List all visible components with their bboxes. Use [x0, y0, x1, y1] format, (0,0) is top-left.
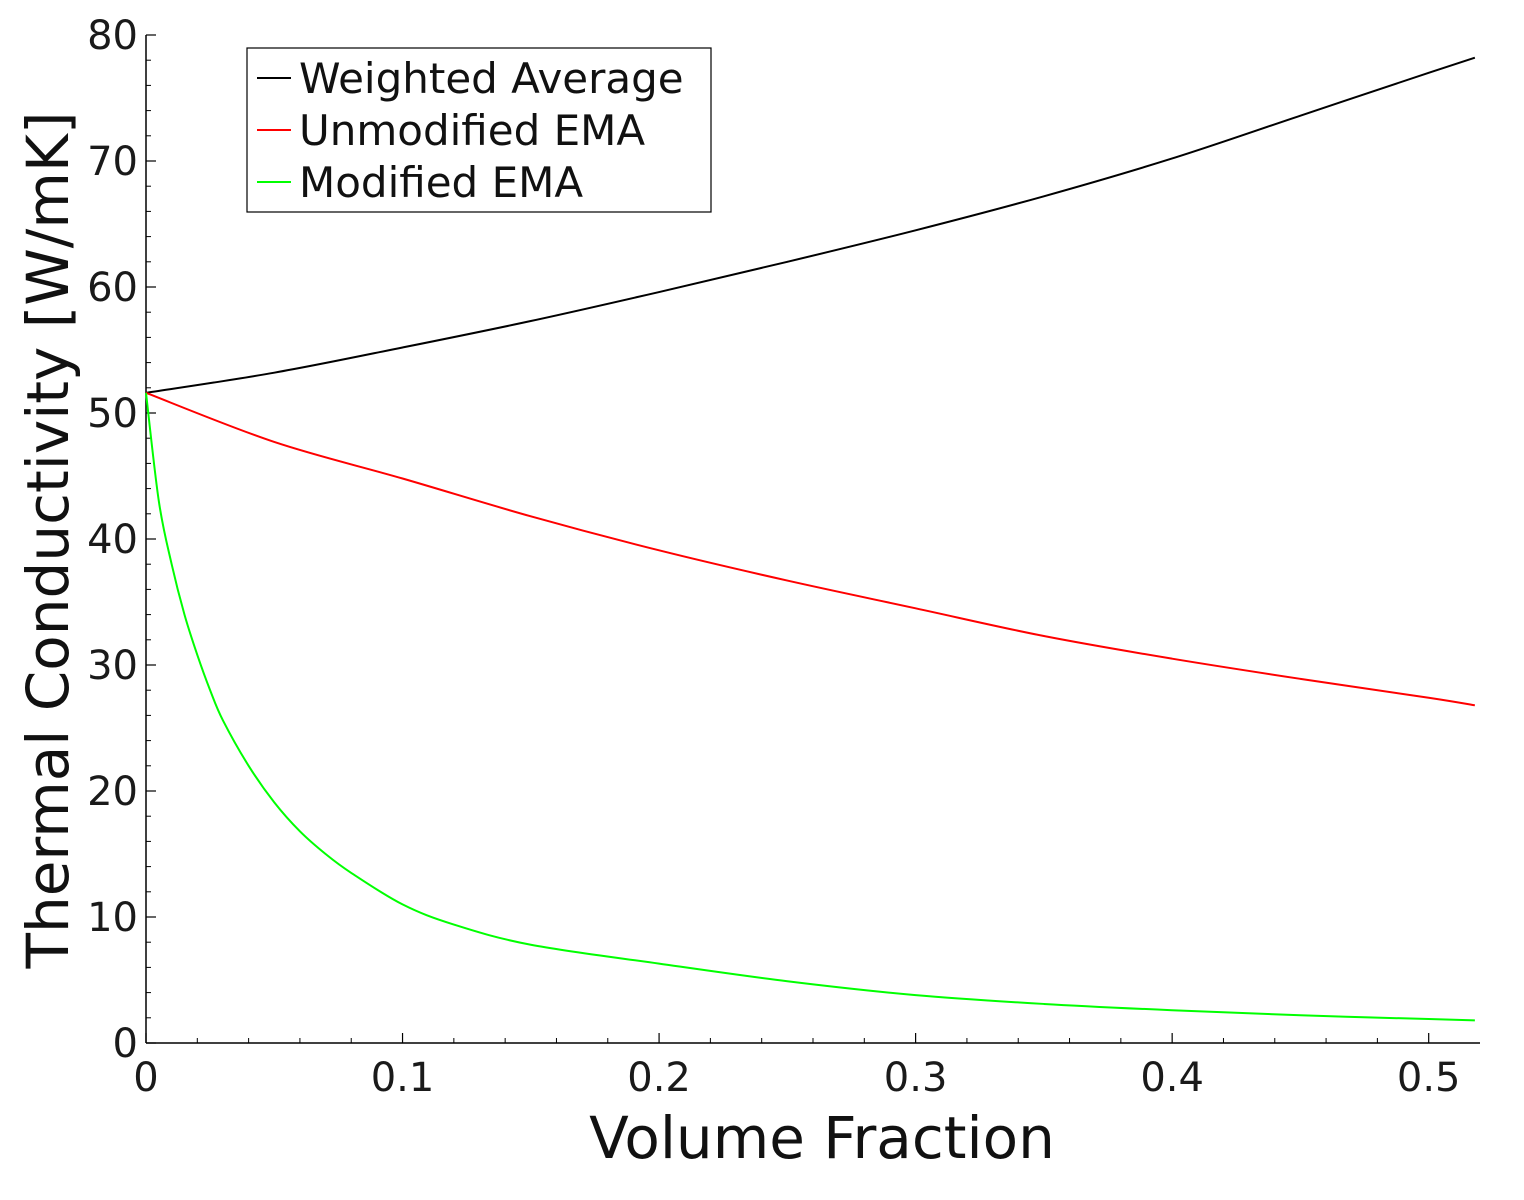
y-tick-label: 70 — [87, 139, 138, 185]
series-line-unmodified-ema — [145, 391, 1476, 707]
x-tick-label: 0.1 — [371, 1055, 435, 1101]
legend-label-modified-ema: Modified EMA — [299, 158, 583, 207]
legend-label-weighted-average: Weighted Average — [299, 54, 684, 103]
y-tick-label: 0 — [113, 1021, 138, 1067]
y-tick-label: 50 — [87, 391, 138, 437]
legend-box — [246, 47, 712, 213]
y-tick-label: 30 — [87, 643, 138, 689]
y-tick-label: 20 — [87, 769, 138, 815]
series-lines — [145, 56, 1476, 1022]
x-axis-ticks: 0 0.1 0.2 0.3 0.4 0.5 — [133, 1033, 1461, 1101]
y-tick-label: 40 — [87, 517, 138, 563]
y-tick-label: 60 — [87, 265, 138, 311]
x-tick-label: 0 — [133, 1055, 158, 1101]
legend-label-unmodified-ema: Unmodified EMA — [299, 106, 645, 155]
series-line-modified-ema — [145, 392, 1475, 1022]
y-tick-label: 10 — [87, 895, 138, 941]
x-tick-label: 0.4 — [1140, 1055, 1204, 1101]
y-axis-ticks: 0 10 20 30 40 50 60 70 80 — [87, 13, 156, 1067]
x-tick-label: 0.3 — [884, 1055, 948, 1101]
y-axis-title: Thermal Conductivity [W/mK] — [14, 112, 82, 970]
y-tick-label: 80 — [87, 13, 138, 59]
series-line-weighted-average — [145, 56, 1476, 394]
x-tick-label: 0.2 — [627, 1055, 691, 1101]
x-tick-label: 0.5 — [1397, 1055, 1461, 1101]
x-axis-title: Volume Fraction — [589, 1104, 1055, 1172]
